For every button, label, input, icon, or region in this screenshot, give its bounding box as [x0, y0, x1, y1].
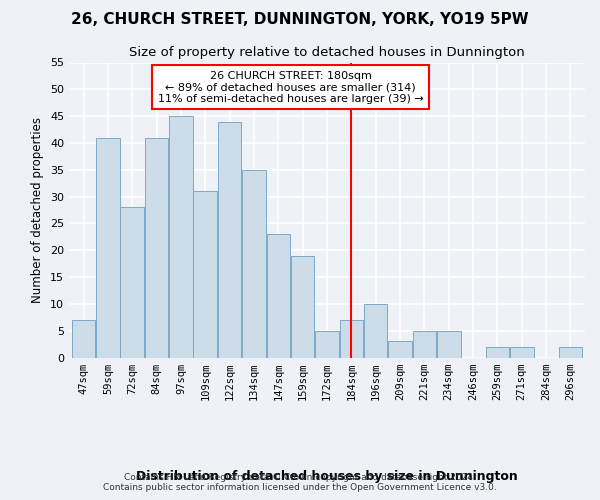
- Bar: [121, 208, 144, 358]
- Bar: [291, 256, 314, 358]
- Text: 26, CHURCH STREET, DUNNINGTON, YORK, YO19 5PW: 26, CHURCH STREET, DUNNINGTON, YORK, YO1…: [71, 12, 529, 28]
- Title: Size of property relative to detached houses in Dunnington: Size of property relative to detached ho…: [129, 46, 525, 59]
- Bar: [315, 330, 339, 357]
- Text: Distribution of detached houses by size in Dunnington: Distribution of detached houses by size …: [136, 470, 518, 482]
- Bar: [72, 320, 95, 358]
- Y-axis label: Number of detached properties: Number of detached properties: [31, 117, 44, 303]
- Bar: [437, 330, 461, 357]
- Bar: [413, 330, 436, 357]
- Bar: [145, 138, 169, 358]
- Bar: [169, 116, 193, 358]
- Text: 26 CHURCH STREET: 180sqm
← 89% of detached houses are smaller (314)
11% of semi-: 26 CHURCH STREET: 180sqm ← 89% of detach…: [158, 70, 424, 104]
- Bar: [485, 347, 509, 358]
- Bar: [242, 170, 266, 358]
- Bar: [96, 138, 120, 358]
- Bar: [218, 122, 241, 358]
- Bar: [340, 320, 363, 358]
- Bar: [364, 304, 388, 358]
- Bar: [510, 347, 533, 358]
- Bar: [388, 342, 412, 357]
- Bar: [559, 347, 582, 358]
- Bar: [193, 191, 217, 358]
- Text: Contains HM Land Registry data © Crown copyright and database right 2024.
Contai: Contains HM Land Registry data © Crown c…: [103, 473, 497, 492]
- Bar: [266, 234, 290, 358]
